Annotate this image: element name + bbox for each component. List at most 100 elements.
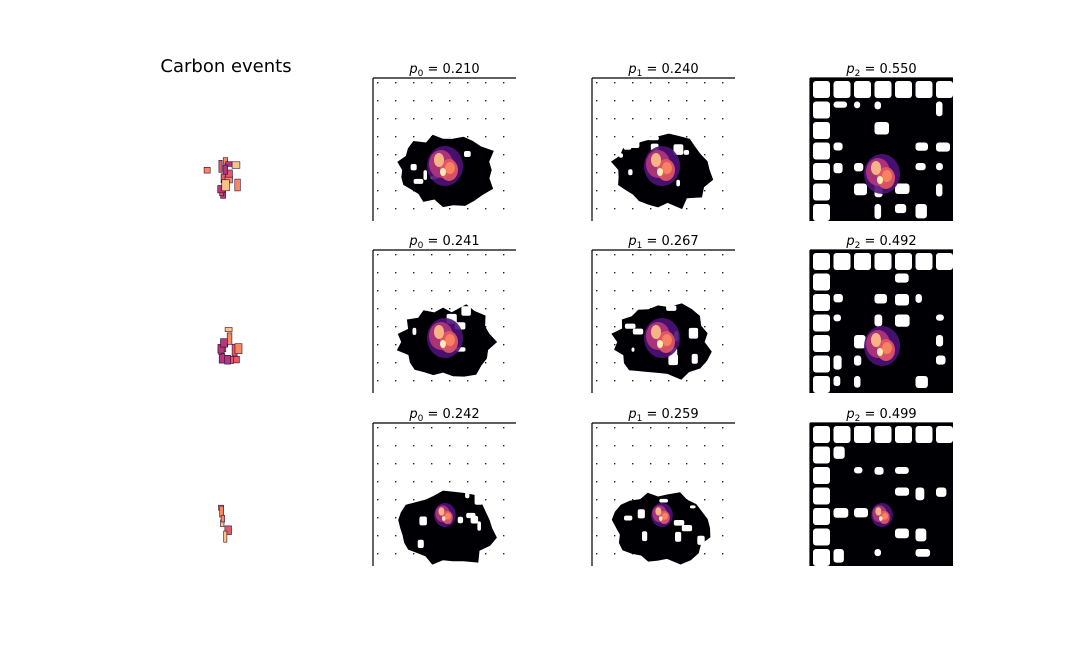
- grid-dot: [395, 254, 397, 256]
- empty-cell: [689, 505, 696, 509]
- grid-dot: [668, 380, 670, 382]
- grid-dot: [503, 254, 505, 256]
- grid-dot: [431, 463, 433, 465]
- empty-cell: [833, 355, 842, 370]
- grid-dot: [485, 118, 487, 120]
- empty-cell: [833, 294, 843, 303]
- grid-dot: [503, 136, 505, 138]
- panel-title: p1 = 0.240: [627, 62, 698, 79]
- empty-cell: [813, 81, 830, 98]
- grid-dot: [377, 208, 379, 210]
- event-hit: [224, 327, 233, 332]
- grid-dot: [596, 208, 598, 210]
- intensity-core: [445, 512, 451, 520]
- grid-dot: [596, 272, 598, 274]
- grid-dot: [650, 254, 652, 256]
- empty-cell: [412, 327, 417, 335]
- grid-dot: [431, 481, 433, 483]
- grid-dot: [485, 445, 487, 447]
- grid-dot: [704, 208, 706, 210]
- grid-dot: [632, 463, 634, 465]
- row-title: Carbon events: [160, 56, 291, 77]
- intensity-core: [659, 516, 663, 521]
- grid-dot: [467, 445, 469, 447]
- grid-dot: [467, 380, 469, 382]
- empty-cell: [833, 142, 843, 151]
- grid-dot: [668, 463, 670, 465]
- empty-cell: [915, 294, 922, 303]
- grid-dot: [722, 380, 724, 382]
- empty-cell: [445, 127, 454, 138]
- grid-dot: [395, 553, 397, 555]
- grid-dot: [722, 100, 724, 102]
- empty-cell: [915, 528, 927, 542]
- grid-dot: [686, 463, 688, 465]
- grid-dot: [449, 100, 451, 102]
- empty-cell: [464, 151, 471, 157]
- grid-dot: [650, 481, 652, 483]
- grid-dot: [614, 344, 616, 346]
- grid-dot: [395, 172, 397, 174]
- grid-dot: [377, 136, 379, 138]
- grid-dot: [596, 344, 598, 346]
- empty-cell: [417, 539, 424, 548]
- grid-dot: [395, 427, 397, 429]
- grid-dot: [596, 154, 598, 156]
- empty-cell: [423, 170, 427, 180]
- grid-dot: [596, 190, 598, 192]
- grid-dot: [449, 481, 451, 483]
- grid-dot: [668, 208, 670, 210]
- intensity-core: [655, 507, 662, 516]
- grid-dot: [485, 308, 487, 310]
- grid-dot: [722, 344, 724, 346]
- grid-dot: [686, 445, 688, 447]
- empty-cell: [648, 136, 659, 141]
- grid-dot: [413, 481, 415, 483]
- empty-cell: [813, 426, 830, 443]
- grid-dot: [395, 118, 397, 120]
- grid-dot: [377, 100, 379, 102]
- grid-dot: [467, 254, 469, 256]
- empty-cell: [915, 81, 933, 98]
- grid-dot: [395, 272, 397, 274]
- empty-cell: [666, 305, 677, 311]
- empty-cell: [691, 353, 698, 364]
- grid-dot: [377, 553, 379, 555]
- grid-dot: [413, 272, 415, 274]
- empty-cell: [681, 525, 693, 532]
- grid-dot: [686, 380, 688, 382]
- grid-dot: [650, 272, 652, 274]
- score-value: = 0.550: [860, 62, 916, 77]
- grid-dot: [467, 463, 469, 465]
- empty-cell: [668, 354, 678, 366]
- grid-dot: [614, 481, 616, 483]
- intensity-core: [871, 161, 881, 175]
- grid-dot: [632, 118, 634, 120]
- intensity-core: [440, 340, 446, 348]
- score-subscript: 2: [855, 241, 861, 251]
- score-symbol: p: [627, 234, 636, 249]
- empty-cell: [813, 273, 830, 291]
- grid-dot: [413, 208, 415, 210]
- grid-dot: [413, 136, 415, 138]
- grid-dot: [503, 190, 505, 192]
- grid-dot: [395, 308, 397, 310]
- grid-dot: [485, 380, 487, 382]
- grid-dot: [395, 326, 397, 328]
- empty-cell: [854, 467, 863, 474]
- grid-dot: [449, 445, 451, 447]
- empty-cell: [936, 163, 943, 171]
- grid-dot: [377, 535, 379, 537]
- empty-cell: [895, 81, 912, 98]
- grid-dot: [449, 254, 451, 256]
- grid-dot: [377, 308, 379, 310]
- grid-dot: [395, 380, 397, 382]
- grid-dot: [596, 517, 598, 519]
- empty-cell: [813, 487, 830, 505]
- score-subscript: 1: [637, 414, 643, 424]
- grid-dot: [413, 499, 415, 501]
- empty-cell: [936, 253, 953, 270]
- score-symbol: p: [845, 62, 854, 77]
- empty-cell: [833, 426, 851, 443]
